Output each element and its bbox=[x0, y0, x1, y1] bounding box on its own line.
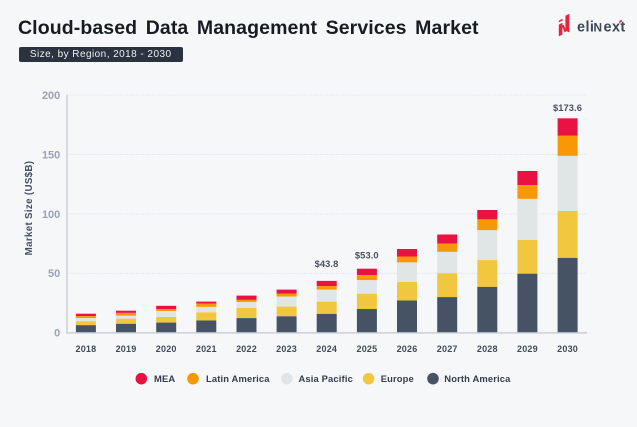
svg-text:$53.0: $53.0 bbox=[355, 251, 379, 261]
svg-text:2027: 2027 bbox=[437, 344, 458, 354]
svg-text:2024: 2024 bbox=[316, 344, 337, 354]
svg-text:2018: 2018 bbox=[75, 344, 96, 354]
svg-text:2028: 2028 bbox=[477, 344, 498, 354]
svg-text:200: 200 bbox=[42, 90, 60, 102]
svg-text:2030: 2030 bbox=[557, 344, 578, 354]
svg-text:ext: ext bbox=[604, 19, 626, 35]
svg-text:100: 100 bbox=[42, 209, 60, 221]
svg-text:Asia Pacific: Asia Pacific bbox=[299, 373, 353, 384]
svg-text:2022: 2022 bbox=[236, 344, 257, 354]
svg-text:2021: 2021 bbox=[196, 344, 217, 354]
svg-text:0: 0 bbox=[54, 328, 60, 340]
svg-text:$43.8: $43.8 bbox=[315, 259, 339, 269]
svg-text:2029: 2029 bbox=[517, 344, 538, 354]
svg-text:MEA: MEA bbox=[154, 373, 175, 384]
svg-text:$173.6: $173.6 bbox=[553, 103, 582, 113]
svg-text:2023: 2023 bbox=[276, 344, 297, 354]
svg-text:2026: 2026 bbox=[397, 344, 418, 354]
svg-text:Europe: Europe bbox=[381, 373, 414, 384]
svg-text:150: 150 bbox=[42, 149, 60, 161]
svg-text:50: 50 bbox=[48, 268, 60, 280]
svg-text:2020: 2020 bbox=[156, 344, 177, 354]
svg-text:North America: North America bbox=[444, 373, 511, 384]
svg-text:2025: 2025 bbox=[356, 344, 377, 354]
svg-text:N: N bbox=[594, 20, 603, 34]
svg-text:Latin America: Latin America bbox=[206, 373, 270, 384]
svg-text:Market Size (US$B): Market Size (US$B) bbox=[24, 161, 35, 256]
svg-text:2019: 2019 bbox=[116, 344, 137, 354]
svg-text:eli: eli bbox=[577, 19, 594, 35]
